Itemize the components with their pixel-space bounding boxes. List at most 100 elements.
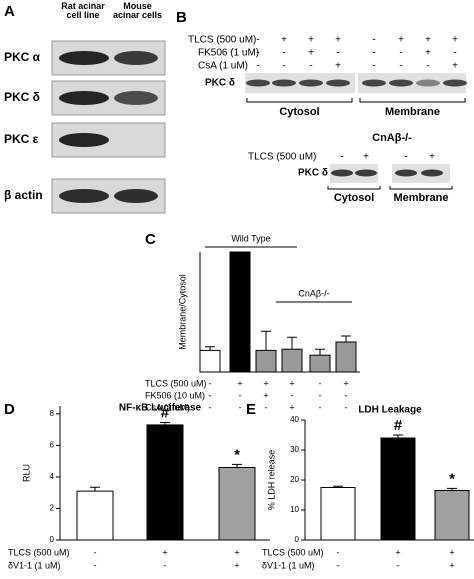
- treatment-sign: -: [256, 35, 259, 46]
- error-bar: [341, 335, 351, 342]
- knockout-title: CnAβ-/-: [372, 132, 412, 144]
- treatment-label: FK506 (10 uM): [145, 390, 205, 400]
- bracket: [327, 186, 381, 190]
- blot-band: [59, 91, 109, 105]
- error-bar: [447, 487, 457, 491]
- error-bar: [205, 346, 215, 351]
- treatment-sign: +: [449, 547, 454, 557]
- treatment-sign: -: [256, 48, 259, 59]
- panel-label: A: [4, 3, 15, 20]
- panel-label: D: [4, 401, 15, 418]
- row-label: PKC ε: [4, 132, 39, 146]
- y-tick-label: 40: [290, 415, 299, 424]
- treatment-sign: -: [319, 378, 322, 388]
- treatment-sign: -: [345, 390, 348, 400]
- y-tick-label: 10: [290, 505, 299, 514]
- treatment-label: TLCS (500 uM): [145, 378, 207, 388]
- band-label: PKC δ: [298, 168, 328, 179]
- treatment-label: FK506 (1 uM): [198, 48, 259, 59]
- bracket: [359, 98, 466, 103]
- blot-band: [299, 79, 323, 87]
- panel-label: C: [145, 231, 156, 248]
- treatment-sign: -: [399, 48, 402, 59]
- fraction-label: Membrane: [393, 192, 448, 204]
- error-bar: [160, 422, 170, 425]
- treatment-sign: -: [337, 560, 340, 570]
- fraction-label: Cytosol: [334, 192, 374, 204]
- row-label: PKC δ: [4, 90, 40, 104]
- treatment-sign: -: [372, 61, 375, 72]
- treatment-sign: -: [453, 48, 456, 59]
- chart-title: LDH Leakage: [358, 405, 422, 416]
- treatment-sign: -: [337, 547, 340, 557]
- treatment-label: TLCS (500 uM): [188, 35, 256, 46]
- blot-band: [272, 79, 296, 87]
- band-label: PKC δ: [205, 78, 235, 89]
- annotation: #: [161, 405, 170, 422]
- treatment-sign: -: [265, 402, 268, 412]
- treatment-sign: +: [395, 547, 400, 557]
- blot-band: [331, 169, 353, 177]
- column-header: Mouse acinar cells: [112, 1, 163, 20]
- blot-band: [389, 79, 413, 87]
- treatment-sign: +: [363, 152, 369, 163]
- blot-band: [59, 133, 109, 147]
- blot-band: [416, 79, 440, 87]
- treatment-label: δV1-1 (1 uM): [262, 560, 315, 570]
- y-tick-label: 2: [50, 504, 55, 513]
- treatment-sign: -: [209, 378, 212, 388]
- bar: [76, 490, 114, 541]
- panel-label: B: [176, 9, 187, 26]
- y-tick-label: 30: [290, 445, 299, 454]
- annotation: *: [449, 470, 455, 487]
- y-tick-label: 0: [50, 535, 55, 544]
- group-label: Wild Type: [231, 233, 270, 243]
- blot-band: [421, 169, 443, 177]
- treatment-sign: +: [343, 378, 348, 388]
- treatment-sign: -: [345, 402, 348, 412]
- treatment-sign: +: [452, 35, 458, 46]
- chart-title: NF-κB Luciferase: [119, 403, 202, 414]
- treatment-sign: -: [164, 560, 167, 570]
- treatment-sign: -: [336, 48, 339, 59]
- group-label: CnAβ-/-: [298, 288, 329, 298]
- treatment-sign: -: [399, 61, 402, 72]
- treatment-sign: +: [234, 547, 239, 557]
- blot-band: [362, 79, 386, 87]
- blot-band: [114, 91, 158, 105]
- error-bar: [333, 485, 343, 488]
- treatment-sign: +: [425, 48, 431, 59]
- blot-band: [246, 79, 270, 87]
- blot-strip: [330, 164, 378, 183]
- y-axis-label: Membrane/Cytosol: [177, 274, 187, 350]
- treatment-sign: -: [426, 61, 429, 72]
- blot-strip: [392, 164, 450, 183]
- row-label: β actin: [4, 188, 43, 202]
- bar: [434, 490, 470, 541]
- blot-band: [395, 169, 417, 177]
- blot-band: [59, 51, 109, 65]
- bar: [146, 424, 184, 541]
- treatment-label: CsA (1 uM): [145, 402, 190, 412]
- treatment-sign: -: [309, 61, 312, 72]
- error-bar: [315, 348, 325, 356]
- bar: [229, 251, 251, 373]
- treatment-sign: -: [340, 152, 343, 163]
- treatment-sign: +: [289, 402, 294, 412]
- treatment-sign: +: [289, 378, 294, 388]
- treatment-label: TLCS (500 uM): [8, 547, 70, 557]
- bar: [380, 437, 416, 541]
- y-axis-label: RLU: [21, 464, 31, 482]
- bar: [199, 349, 221, 373]
- treatment-sign: -: [319, 402, 322, 412]
- treatment-sign: -: [282, 61, 285, 72]
- error-bar: [232, 463, 242, 468]
- treatment-sign: +: [425, 35, 431, 46]
- treatment-sign: -: [209, 390, 212, 400]
- blot-band: [355, 169, 377, 177]
- treatment-sign: +: [335, 61, 341, 72]
- treatment-sign: -: [372, 48, 375, 59]
- treatment-sign: +: [237, 378, 242, 388]
- treatment-sign: -: [94, 560, 97, 570]
